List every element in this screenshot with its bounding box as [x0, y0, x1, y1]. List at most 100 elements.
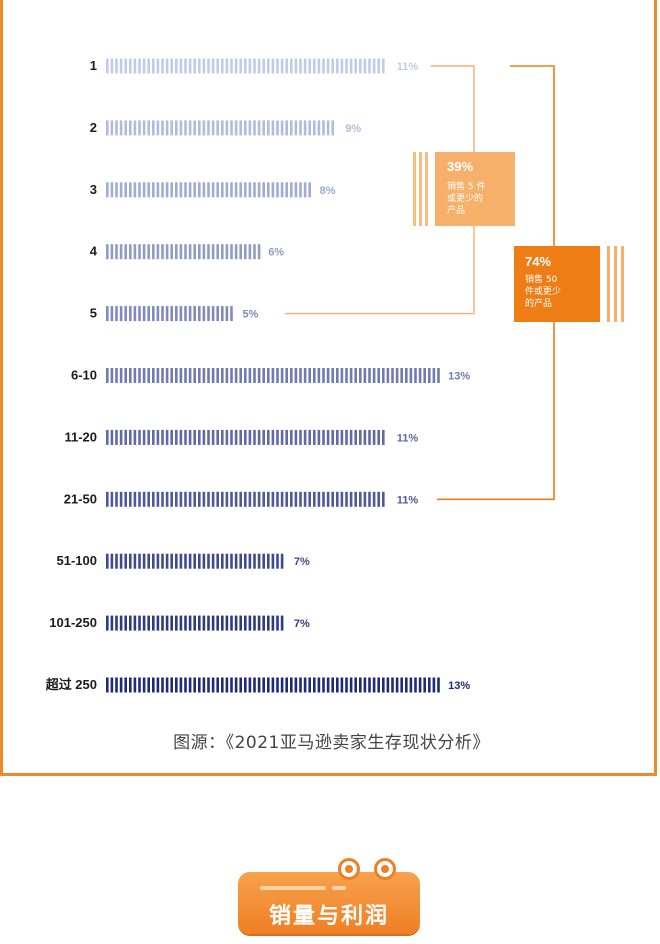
bar-stripe	[188, 306, 192, 322]
bar-stripe	[423, 368, 426, 383]
bar-stripe	[313, 429, 316, 445]
bar-stripe	[359, 368, 362, 383]
bar-stripe	[230, 182, 233, 198]
bar-stripe	[285, 368, 288, 383]
bar-stripe	[225, 182, 229, 198]
bar-stripe	[138, 120, 141, 136]
accent-bar	[607, 246, 610, 322]
bar-stripe	[299, 368, 302, 383]
bar-stripe	[280, 553, 284, 569]
bar-stripe	[294, 491, 298, 507]
bar-stripe	[129, 553, 132, 569]
bar-stripe	[142, 677, 146, 693]
bar-stripe	[106, 615, 109, 631]
bar-stripe	[345, 677, 348, 693]
bar-stripe	[271, 615, 275, 631]
bar-stripe	[363, 677, 367, 693]
bar-stripe	[179, 368, 183, 383]
bar-stripe	[349, 58, 353, 74]
bar-stripe	[290, 182, 293, 198]
bar-stripe	[216, 120, 219, 136]
bar-stripe	[391, 368, 394, 383]
value-label: 6%	[268, 247, 284, 259]
bar-stripe	[115, 553, 118, 569]
bar-stripe	[152, 615, 155, 631]
bar-stripe	[211, 120, 215, 136]
bar-stripe	[267, 553, 270, 569]
bar-stripe	[179, 429, 183, 445]
bar-stripe	[142, 306, 146, 322]
bar-stripe	[147, 491, 150, 507]
bar-stripe	[280, 120, 284, 136]
bar-stripe	[239, 368, 242, 383]
bar-stripe	[175, 615, 178, 631]
bar-stripe	[138, 429, 141, 445]
bar-stripe	[317, 491, 321, 507]
annotation-text: 销售 50	[525, 273, 558, 285]
bar-stripe	[313, 491, 316, 507]
bar-stripe	[271, 491, 275, 507]
bar-stripe	[198, 306, 201, 322]
bar-stripe	[303, 182, 307, 198]
bar-stripe	[244, 368, 247, 383]
bar-stripe	[124, 58, 127, 74]
bar-stripe	[106, 58, 109, 74]
bar-stripe	[372, 58, 376, 74]
section-title: 销量与利润	[268, 904, 389, 929]
bar-stripe	[363, 368, 367, 383]
bar-stripe	[161, 615, 164, 631]
bar-stripe	[317, 429, 321, 445]
bar-stripe	[202, 182, 206, 198]
bar-stripe	[124, 120, 127, 136]
bar-stripe	[340, 677, 344, 693]
bar-stripe	[336, 677, 339, 693]
value-label: 11%	[397, 432, 419, 444]
bar-stripe	[129, 58, 132, 74]
bar-stripe	[234, 58, 238, 74]
bar-stripe	[290, 120, 293, 136]
bar-stripe	[156, 677, 160, 693]
bar-stripe	[248, 368, 252, 383]
bar-stripe	[271, 58, 275, 74]
bar-stripe	[276, 429, 279, 445]
bar-stripe	[124, 553, 127, 569]
bar-stripe	[336, 58, 339, 74]
bar	[106, 491, 385, 507]
bar-stripe	[326, 120, 330, 136]
annotation-text: 或更少的	[447, 192, 483, 204]
bar-stripe	[322, 368, 325, 383]
bar-stripe	[129, 182, 132, 198]
bar-stripe	[202, 615, 206, 631]
bar-stripe	[142, 491, 146, 507]
badge-deco-line	[260, 886, 326, 890]
bar-stripe	[267, 491, 270, 507]
bar-stripe	[253, 429, 256, 445]
bar-stripe	[248, 677, 252, 693]
bar-stripe	[198, 429, 201, 445]
bar-stripe	[170, 553, 173, 569]
bar-stripe	[133, 615, 137, 631]
bar-stripe	[161, 120, 164, 136]
bar-stripe	[129, 615, 132, 631]
bar-stripe	[142, 244, 146, 260]
bar	[106, 615, 284, 631]
bar-stripe	[262, 429, 265, 445]
bar-stripe	[211, 368, 215, 383]
bar-stripe	[257, 677, 261, 693]
bar-stripe	[326, 677, 330, 693]
bar-stripe	[193, 368, 196, 383]
bar-stripe	[133, 306, 137, 322]
bar-stripe	[110, 429, 114, 445]
bar-stripe	[280, 182, 284, 198]
bar-stripe	[193, 58, 196, 74]
bar-stripe	[221, 553, 224, 569]
bar-stripe	[253, 615, 256, 631]
bar-stripe	[331, 368, 334, 383]
bar-stripe	[198, 677, 201, 693]
value-label: 13%	[448, 680, 470, 692]
bar-stripe	[253, 182, 256, 198]
bar-stripe	[230, 491, 233, 507]
bar-stripe	[326, 491, 330, 507]
bar-stripe	[188, 58, 192, 74]
bar-stripe	[294, 368, 298, 383]
